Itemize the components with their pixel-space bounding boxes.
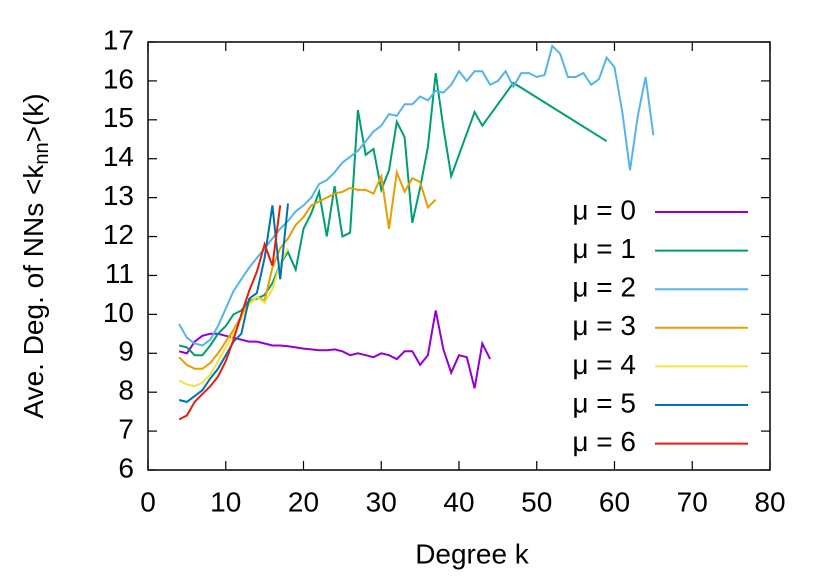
y-tick-label: 7 (118, 413, 134, 444)
y-tick-label: 17 (103, 24, 134, 55)
y-tick-label: 10 (103, 297, 134, 328)
legend-label: μ = 1 (572, 233, 636, 264)
legend-label: μ = 2 (572, 272, 636, 303)
y-tick-label: 6 (118, 452, 134, 483)
series-line (178, 203, 289, 403)
legend-label: μ = 4 (572, 349, 636, 380)
y-tick-label: 8 (118, 375, 134, 406)
x-tick-label: 70 (677, 486, 708, 517)
series-line (178, 247, 289, 388)
y-axis-label: Ave. Deg. of NNs <knn>(k) (18, 93, 53, 418)
y-label-subscript: nn (31, 142, 53, 164)
y-tick-label: 12 (103, 219, 134, 250)
x-tick-label: 80 (754, 486, 785, 517)
y-tick-label: 15 (103, 102, 134, 133)
legend-label: μ = 6 (572, 426, 636, 457)
legend-label: μ = 3 (572, 310, 636, 341)
x-tick-label: 30 (366, 486, 397, 517)
series-line (178, 43, 655, 347)
legend-label: μ = 5 (572, 387, 636, 418)
y-label-part: >(k) (18, 93, 49, 142)
y-tick-label: 16 (103, 63, 134, 94)
y-label-part: Ave. Deg. of NNs <k (18, 164, 49, 419)
x-tick-label: 20 (288, 486, 319, 517)
x-tick-label: 10 (210, 486, 241, 517)
series-line (178, 205, 282, 421)
y-tick-label: 13 (103, 180, 134, 211)
x-tick-label: 50 (521, 486, 552, 517)
x-tick-label: 0 (140, 486, 156, 517)
y-tick-label: 14 (103, 141, 134, 172)
x-tick-label: 40 (443, 486, 474, 517)
y-tick-label: 9 (118, 336, 134, 367)
x-axis-label: Degree k (415, 538, 530, 569)
y-tick-label: 11 (105, 258, 134, 289)
legend-label: μ = 0 (572, 194, 636, 225)
x-tick-label: 60 (599, 486, 630, 517)
series-line (178, 168, 437, 370)
